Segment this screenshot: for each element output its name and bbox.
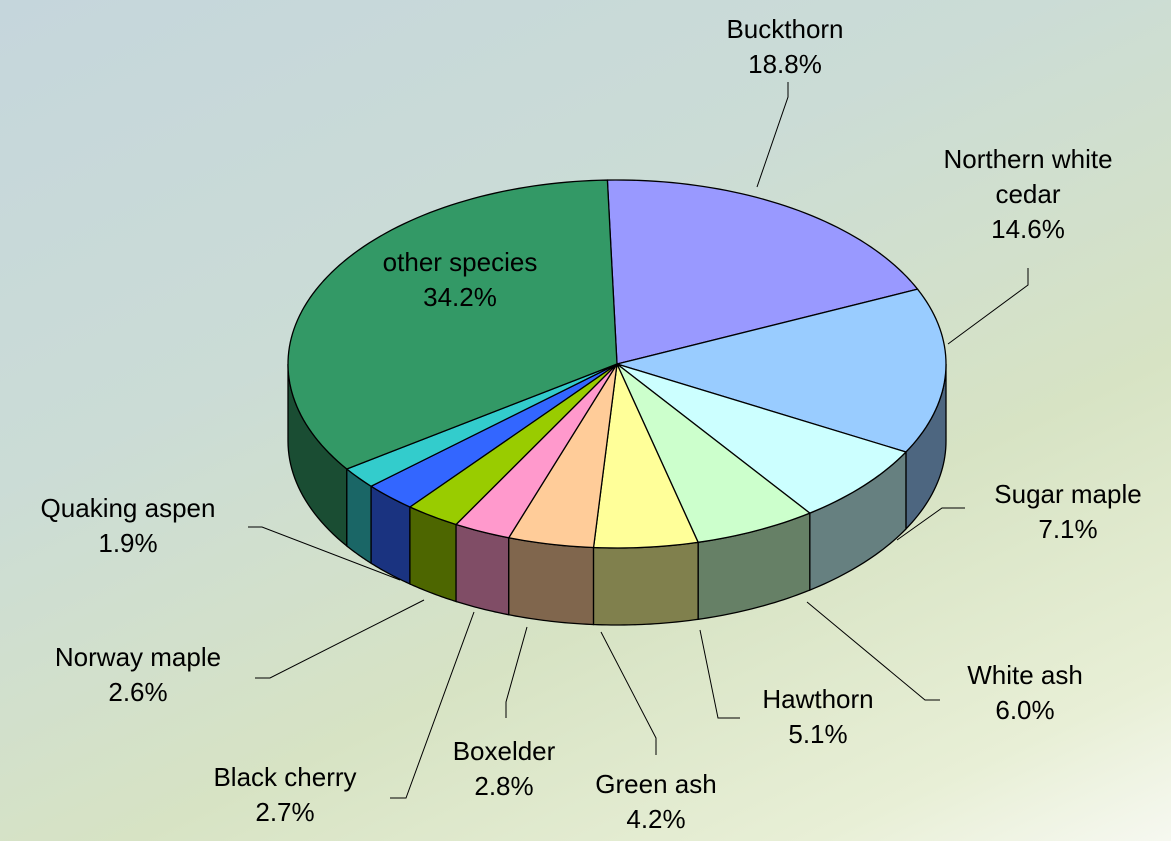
pct-white-ash: 6.0% — [995, 695, 1054, 725]
leader-quaking-aspen — [248, 526, 401, 581]
slice-norway-maple — [370, 363, 618, 508]
pct-other-species: 34.2% — [423, 282, 497, 312]
slice-buckthorn — [606, 179, 919, 365]
slice-quaking-aspen — [346, 363, 618, 487]
label-hawthorn: Hawthorn — [762, 684, 873, 714]
slice-green-ash — [508, 363, 618, 549]
pct-northern-white-cedar: 14.6% — [991, 214, 1065, 244]
leader-buckthorn — [756, 82, 789, 188]
side-wall-boxelder — [455, 523, 510, 616]
label-boxelder: Boxelder — [453, 736, 556, 766]
pct-quaking-aspen: 1.9% — [98, 528, 157, 558]
leader-lines — [248, 82, 1029, 799]
slice-white-ash — [616, 363, 811, 543]
slice-northern-white-cedar — [616, 288, 947, 453]
leader-northern-white-cedar — [947, 268, 1029, 345]
pct-norway-maple: 2.6% — [108, 677, 167, 707]
slice-boxelder — [455, 363, 618, 539]
label-northern-white-cedar-line-1: Northern white — [943, 144, 1112, 174]
leader-hawthorn — [699, 629, 740, 719]
leader-boxelder — [505, 626, 528, 718]
slice-sugar-maple — [616, 363, 907, 514]
label-white-ash: White ash — [967, 660, 1083, 690]
label-black-cherry: Black cherry — [213, 762, 356, 792]
label-sugar-maple: Sugar maple — [994, 479, 1141, 509]
pie-slices — [287, 179, 947, 549]
pct-green-ash: 4.2% — [626, 804, 685, 834]
slice-labels: Buckthorn 18.8% Northern white cedar 14.6% Su… — [41, 14, 1142, 834]
slice-black-cherry — [409, 363, 618, 526]
leader-white-ash — [806, 601, 940, 701]
pct-buckthorn: 18.8% — [748, 49, 822, 79]
leader-green-ash — [600, 631, 657, 755]
label-other-species: other species — [383, 247, 538, 277]
leader-norway-maple — [255, 599, 425, 679]
pct-black-cherry: 2.7% — [255, 797, 314, 827]
side-wall-green-ash — [508, 536, 595, 626]
leader-black-cherry — [390, 611, 475, 799]
label-quaking-aspen: Quaking aspen — [41, 493, 216, 523]
label-northern-white-cedar-line-2: cedar — [995, 179, 1060, 209]
slice-hawthorn — [592, 363, 699, 549]
pct-boxelder: 2.8% — [474, 771, 533, 801]
label-green-ash: Green ash — [595, 769, 716, 799]
pct-sugar-maple: 7.1% — [1038, 514, 1097, 544]
leader-sugar-maple — [896, 507, 965, 541]
slice-other-species — [287, 179, 618, 470]
side-wall-hawthorn — [592, 541, 699, 626]
pie-side-walls — [287, 363, 947, 626]
label-norway-maple: Norway maple — [55, 642, 221, 672]
label-buckthorn: Buckthorn — [726, 14, 843, 44]
pct-hawthorn: 5.1% — [788, 719, 847, 749]
